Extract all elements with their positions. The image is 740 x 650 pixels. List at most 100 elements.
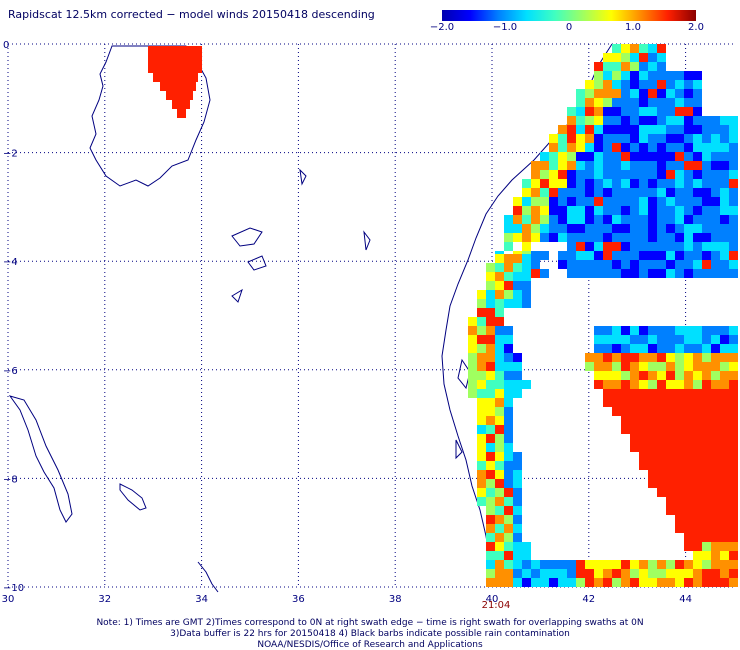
data-cell [693, 443, 702, 452]
data-cell [486, 326, 495, 335]
data-cell [486, 263, 495, 272]
data-cell [675, 335, 684, 344]
data-cell [612, 62, 621, 71]
data-cell [711, 389, 720, 398]
data-cell [567, 215, 576, 224]
data-cell [594, 242, 603, 251]
data-cell [648, 407, 657, 416]
data-cell [711, 326, 720, 335]
data-cell [675, 515, 684, 524]
lon-tick-label: 40 [486, 594, 499, 605]
data-cell [648, 251, 657, 260]
data-cell [693, 251, 702, 260]
data-cell [684, 188, 693, 197]
data-cell [504, 506, 513, 515]
data-cell [594, 335, 603, 344]
data-cell [585, 80, 594, 89]
data-cell [504, 242, 513, 251]
data-cell [684, 197, 693, 206]
data-cell [648, 98, 657, 107]
data-cell [630, 80, 639, 89]
data-cell [648, 353, 657, 362]
data-cell [720, 542, 729, 551]
data-cell [630, 242, 639, 251]
data-cell [540, 578, 549, 587]
data-cell [630, 179, 639, 188]
data-cell [504, 578, 513, 587]
data-cell [729, 470, 738, 479]
data-cell [639, 434, 648, 443]
data-cell [720, 578, 729, 587]
data-cell [648, 206, 657, 215]
data-cell [684, 161, 693, 170]
data-cell [576, 197, 585, 206]
data-cell [675, 380, 684, 389]
data-cell [702, 488, 711, 497]
data-cell [657, 215, 666, 224]
lon-tick-label: 36 [292, 594, 305, 605]
data-cell [657, 107, 666, 116]
data-cell [621, 371, 630, 380]
data-cell [178, 82, 187, 91]
data-cell [729, 515, 738, 524]
data-cell [693, 125, 702, 134]
data-cell [702, 125, 711, 134]
data-cell [657, 152, 666, 161]
data-cell [540, 161, 549, 170]
data-cell [477, 317, 486, 326]
data-cell [648, 179, 657, 188]
data-cell [567, 188, 576, 197]
data-cell [603, 224, 612, 233]
data-cell [702, 407, 711, 416]
data-cell [477, 290, 486, 299]
data-cell [513, 551, 522, 560]
data-cell [702, 470, 711, 479]
data-cell [630, 380, 639, 389]
data-cell [504, 389, 513, 398]
data-cell [693, 407, 702, 416]
data-cell [531, 179, 540, 188]
data-cell [567, 179, 576, 188]
data-cell [684, 71, 693, 80]
data-cell [549, 569, 558, 578]
data-cell [675, 326, 684, 335]
data-cell [729, 152, 738, 161]
data-cell [621, 98, 630, 107]
data-cell [513, 497, 522, 506]
data-cell [504, 434, 513, 443]
data-cell [630, 569, 639, 578]
data-cell [729, 479, 738, 488]
data-cell [468, 380, 477, 389]
data-cell [702, 161, 711, 170]
data-cell [513, 389, 522, 398]
data-cell [711, 242, 720, 251]
data-cell [585, 578, 594, 587]
data-cell [729, 116, 738, 125]
data-cell [711, 542, 720, 551]
data-cell [684, 389, 693, 398]
data-cell [657, 425, 666, 434]
data-cell [495, 425, 504, 434]
data-cell [675, 344, 684, 353]
data-cell [513, 353, 522, 362]
data-cell [666, 398, 675, 407]
data-cell [603, 380, 612, 389]
data-cell [531, 233, 540, 242]
data-cell [639, 260, 648, 269]
data-cell [648, 425, 657, 434]
lon-tick-label: 30 [2, 594, 15, 605]
data-cell [720, 488, 729, 497]
data-cell [711, 497, 720, 506]
data-cell [675, 125, 684, 134]
data-cell [684, 578, 693, 587]
data-cell [522, 551, 531, 560]
data-cell [576, 578, 585, 587]
data-cell [639, 116, 648, 125]
data-cell [639, 80, 648, 89]
data-cell [693, 578, 702, 587]
data-cell [612, 188, 621, 197]
data-cell [657, 407, 666, 416]
data-cell [175, 91, 184, 100]
data-cell [594, 134, 603, 143]
data-cell [684, 407, 693, 416]
